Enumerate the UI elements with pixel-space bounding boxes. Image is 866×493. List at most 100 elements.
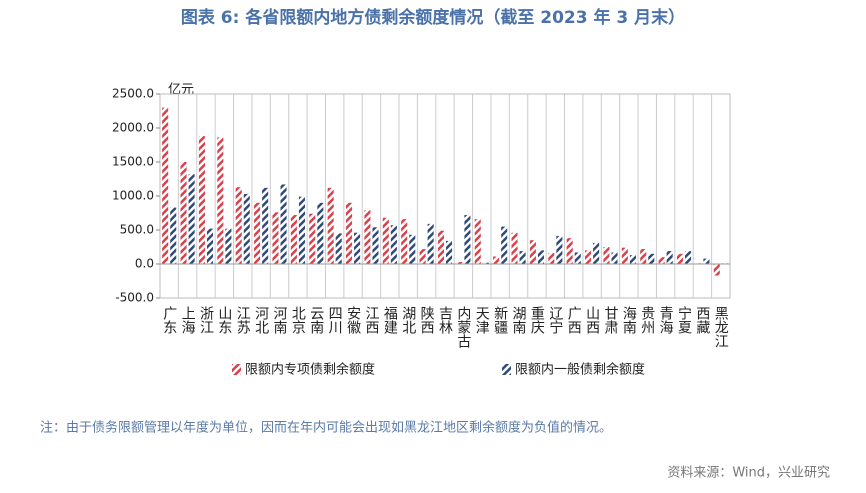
y-tick-label: 0.0 (135, 257, 154, 271)
bar (364, 210, 371, 264)
bar (419, 249, 426, 264)
x-tick-label: 青海 (658, 306, 674, 334)
bar (464, 215, 471, 264)
bar (225, 228, 232, 264)
bar (566, 238, 573, 264)
y-tick-label: 1500.0 (112, 155, 154, 169)
bar (640, 249, 647, 264)
x-tick-label: 甘肃 (602, 306, 618, 334)
x-tick-label: 安徽 (345, 306, 361, 334)
bar (501, 226, 508, 264)
legend-label: 限额内专项债剩余额度 (245, 362, 375, 378)
bar (446, 240, 453, 264)
x-tick-label: 云南 (308, 306, 324, 334)
x-tick-label: 河北 (253, 306, 269, 335)
x-tick-label: 广西 (566, 306, 582, 334)
legend-label: 限额内一般债剩余额度 (515, 362, 645, 378)
x-tick-label: 福建 (382, 306, 398, 335)
bar (629, 255, 636, 264)
bar (401, 219, 408, 264)
x-tick-label: 上海 (180, 306, 196, 334)
x-tick-label: 贵州 (639, 306, 655, 334)
bar (309, 213, 316, 264)
bar (327, 187, 334, 264)
bar (427, 223, 434, 264)
bar (482, 262, 489, 264)
chart-title: 图表 6: 各省限额内地方债剩余额度情况（截至 2023 年 3 月末） (181, 7, 685, 28)
bar (519, 251, 526, 264)
y-tick-label: -500.0 (115, 291, 154, 305)
x-tick-label: 黑龙江 (713, 306, 729, 348)
x-tick-label: 天津 (474, 306, 490, 334)
bar (335, 233, 342, 264)
bar (345, 202, 353, 264)
bar (188, 174, 195, 264)
bar (280, 184, 287, 264)
x-tick-label: 吉林 (437, 306, 453, 334)
x-tick-label: 新疆 (492, 306, 508, 334)
source: 资料来源：Wind，兴业研究 (667, 466, 830, 481)
bar (537, 250, 545, 264)
bar (254, 202, 261, 264)
bar (574, 252, 581, 264)
bar (180, 162, 187, 264)
bar (511, 232, 518, 264)
x-tick-label: 西藏 (694, 306, 710, 334)
bar (648, 253, 655, 264)
y-tick-label: 2000.0 (112, 121, 154, 135)
bar (437, 230, 444, 264)
bar (354, 232, 361, 264)
bar (390, 225, 397, 264)
x-tick-label: 四川 (327, 306, 343, 334)
x-tick-label: 山东 (216, 306, 232, 334)
bar (235, 187, 242, 264)
bar (493, 256, 500, 264)
bar (262, 187, 269, 264)
y-tick-label: 1000.0 (112, 189, 154, 203)
legend-swatch (502, 364, 511, 375)
bar (372, 227, 379, 264)
bar (198, 136, 205, 264)
x-tick-label: 陕西 (419, 306, 435, 334)
x-tick-label: 宁夏 (676, 305, 692, 334)
x-tick-label: 江西 (363, 306, 379, 334)
bar (298, 196, 305, 264)
bar (703, 258, 710, 264)
bar (382, 217, 389, 264)
x-tick-label: 山西 (584, 306, 600, 334)
x-tick-label: 辽宁 (547, 306, 563, 334)
x-tick-label: 北京 (290, 306, 306, 334)
legend-swatch (232, 364, 241, 375)
bar (556, 236, 563, 264)
y-tick-label: 500.0 (120, 223, 154, 237)
bar (593, 242, 600, 264)
x-tick-label: 广东 (161, 306, 177, 334)
x-tick-label: 海南 (621, 306, 637, 334)
x-tick-label: 湖南 (511, 306, 527, 334)
bar (217, 137, 224, 264)
x-tick-label: 湖北 (400, 306, 416, 335)
bar (685, 251, 692, 264)
x-tick-label: 内蒙古 (455, 306, 471, 348)
bar (474, 219, 481, 264)
note: 注：由于债务限额管理以年度为单位，因而在年内可能会出现如黑龙江地区剩余额度为负值… (40, 420, 612, 436)
bar (666, 251, 673, 264)
bar (272, 212, 279, 264)
bar (585, 250, 592, 264)
bar (603, 247, 610, 264)
bar (170, 207, 177, 264)
bar (658, 257, 665, 264)
bar (243, 193, 250, 264)
y-tick-label: 2500.0 (112, 87, 154, 101)
x-tick-label: 江苏 (235, 306, 251, 335)
bar (317, 202, 324, 264)
x-tick-label: 浙江 (198, 306, 214, 334)
bar (409, 234, 416, 264)
bar (290, 215, 297, 264)
bar (162, 107, 169, 264)
bar (676, 253, 684, 264)
bar (713, 264, 720, 276)
bar (621, 247, 628, 264)
x-tick-label: 河南 (272, 306, 288, 334)
